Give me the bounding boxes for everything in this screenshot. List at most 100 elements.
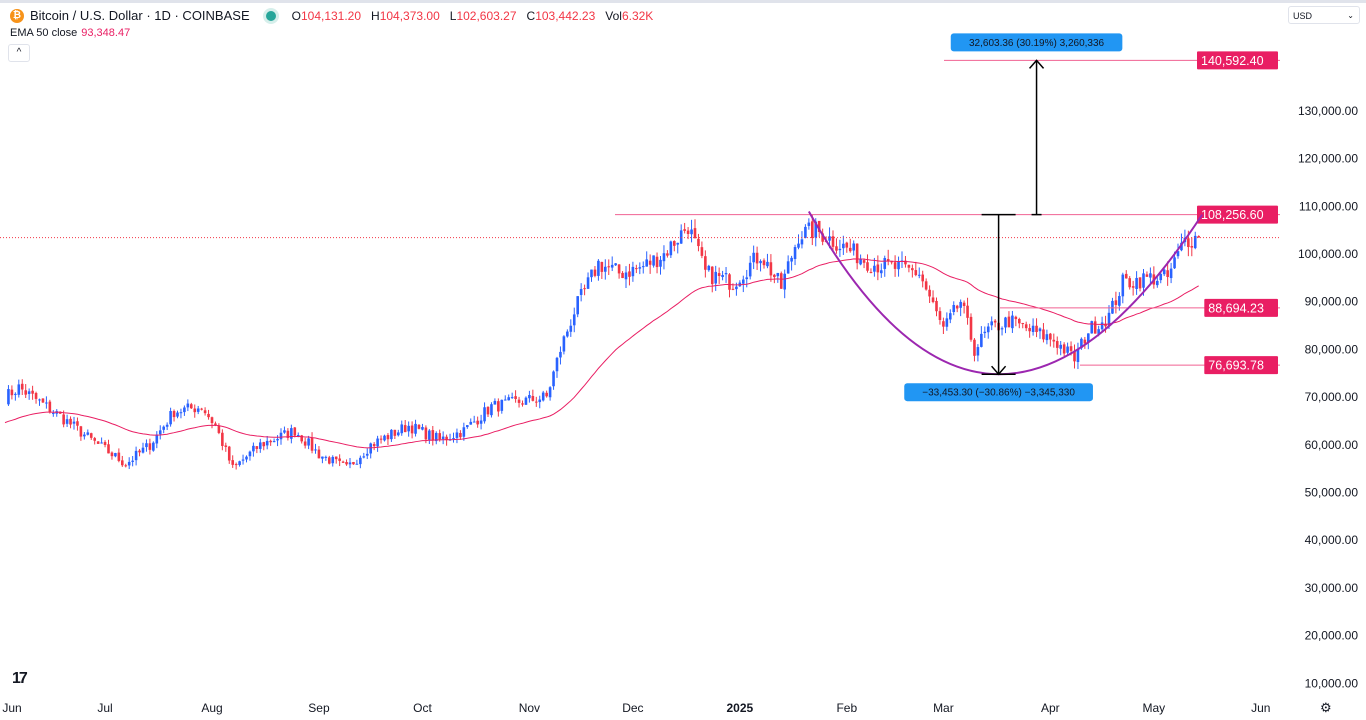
candle-body [203, 410, 207, 414]
candle-body [224, 445, 228, 447]
candle [469, 418, 473, 425]
price-range-measure: −33,453.30 (−30.86%) −3,345,330 [904, 213, 1093, 402]
candle-body [521, 403, 524, 405]
candle-body [683, 229, 686, 231]
currency-select[interactable]: USD ⌄ [1288, 6, 1360, 24]
candle-body [731, 288, 735, 290]
candle-body [428, 430, 431, 440]
candle-body [1035, 325, 1038, 333]
symbol-legend: ₿ Bitcoin / U.S. Dollar · 1D · COINBASE … [10, 8, 657, 23]
candle [1028, 323, 1031, 338]
candle-body [158, 430, 162, 435]
candle-body [552, 371, 555, 387]
candle-body [717, 273, 721, 277]
candle [969, 313, 973, 342]
candle-body [945, 318, 949, 327]
candle [183, 405, 186, 416]
candle [924, 278, 928, 291]
candle [1083, 336, 1087, 349]
y-tick-label: 80,000.00 [1305, 342, 1359, 356]
candle-body [121, 460, 124, 466]
measure-label-box [950, 33, 1123, 52]
candle [862, 258, 866, 269]
candle [986, 323, 990, 339]
candle [283, 426, 286, 434]
tradingview-logo[interactable]: 17 [12, 670, 28, 687]
candle [686, 227, 690, 240]
candle [962, 300, 966, 314]
candle [955, 304, 959, 313]
candle [1149, 267, 1152, 286]
candle-body [52, 413, 55, 415]
candle [945, 312, 949, 331]
candle-body [152, 442, 155, 451]
candle-body [452, 438, 455, 440]
candle-body [479, 420, 483, 424]
candle [704, 250, 707, 278]
candle-body [814, 221, 818, 238]
candle-body [1059, 344, 1062, 349]
candle [1128, 276, 1131, 290]
y-tick-label: 10,000.00 [1305, 676, 1359, 690]
candle [76, 417, 79, 431]
price-level-label: 108,256.60 [1201, 208, 1264, 222]
candle-body [441, 436, 445, 440]
candle [535, 396, 538, 407]
candle [127, 457, 131, 470]
candle-body [365, 453, 369, 456]
y-tick-label: 90,000.00 [1305, 295, 1359, 309]
candle-body [307, 438, 310, 446]
candle-body [455, 432, 459, 438]
candle-body [138, 450, 141, 453]
candle-body [124, 465, 128, 467]
candle-body [1197, 236, 1200, 238]
candle-body [324, 456, 328, 458]
candle-body [462, 427, 466, 437]
price-level-tag [1204, 298, 1278, 317]
candle [966, 297, 969, 325]
candle [1193, 231, 1197, 250]
candle [1145, 271, 1149, 277]
candle [79, 425, 83, 441]
collapse-legend-button[interactable]: ^ [8, 44, 30, 62]
candle-body [445, 436, 448, 441]
candle [700, 241, 704, 259]
candle [790, 255, 793, 271]
x-tick-label: Oct [413, 701, 432, 715]
candle [1004, 316, 1007, 334]
candle [459, 430, 462, 440]
candle [1073, 344, 1076, 369]
x-tick-label: Aug [201, 701, 222, 715]
bitcoin-icon: ₿ [10, 8, 24, 23]
candle [124, 463, 128, 468]
candle [897, 256, 900, 277]
candle [690, 219, 693, 243]
candle [248, 450, 252, 461]
candle-body [10, 389, 14, 396]
candle-body [103, 442, 107, 445]
candle [390, 429, 393, 442]
x-tick-label: Jul [97, 701, 112, 715]
candle [541, 390, 545, 402]
candle-body [7, 389, 10, 405]
candle-body [172, 411, 176, 418]
candle-body [938, 311, 942, 320]
candle [1093, 316, 1097, 334]
candle-body [96, 441, 100, 444]
candle-body [1138, 277, 1142, 289]
candle [1059, 341, 1062, 356]
ema-legend[interactable]: EMA 50 close 93,348.47 [10, 27, 131, 39]
candle [845, 241, 849, 253]
candle [766, 253, 769, 269]
candle [835, 238, 838, 254]
symbol-title[interactable]: Bitcoin / U.S. Dollar · 1D · COINBASE [30, 8, 250, 23]
candle-body [566, 331, 569, 337]
candle [614, 263, 617, 267]
candle [514, 390, 517, 403]
candle [452, 432, 455, 443]
gear-icon[interactable]: ⚙ [1320, 700, 1332, 715]
candle [873, 257, 876, 277]
candle-body [1142, 273, 1145, 288]
